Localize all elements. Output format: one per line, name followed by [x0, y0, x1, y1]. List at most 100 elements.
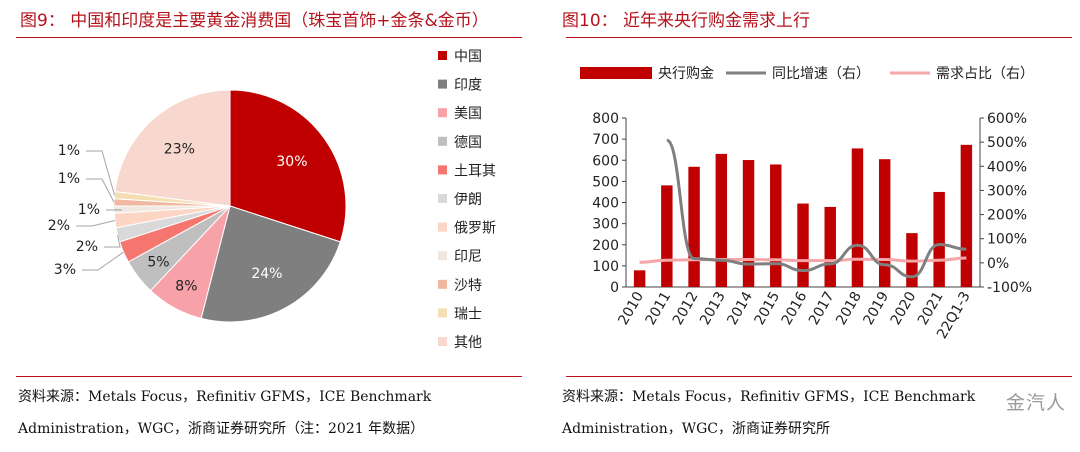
legend-swatch — [438, 165, 447, 175]
x-tick-label: 2019 — [860, 289, 892, 328]
pie-slice-label: 3% — [54, 262, 76, 278]
legend-label: 印度 — [454, 78, 482, 94]
pie-slice-label: 8% — [175, 278, 197, 294]
left-y-tick-label: 700 — [592, 132, 619, 148]
legend-label: 其他 — [454, 335, 482, 351]
left-source-rule — [16, 376, 522, 377]
bar — [633, 270, 646, 287]
left-y-tick-label: 600 — [592, 153, 619, 169]
x-tick-label: 2010 — [615, 289, 647, 328]
left-y-tick-label: 100 — [592, 259, 619, 275]
right-figure-panel: 图10： 近年来央行购金需求上行 0 100 200 300 400 500 600 700 8… — [550, 0, 1080, 452]
pie-leader-line — [86, 150, 115, 196]
x-tick-label: 2013 — [697, 289, 729, 328]
bar — [878, 159, 891, 287]
pie-leader-line — [82, 251, 124, 271]
right-source-line-1: 资料来源：Metals Focus，Refinitiv GFMS，ICE Ben… — [562, 389, 976, 405]
right-y-tick-label: 300% — [987, 183, 1027, 199]
right-y-tick-label: 100% — [987, 232, 1027, 248]
right-source-line-2: Administration，WGC，浙商证券研究所 — [562, 421, 831, 437]
legend-swatch — [438, 279, 447, 289]
right-title-rule — [566, 37, 1072, 38]
right-y-tick-label: -100% — [987, 280, 1032, 296]
pie-slice — [114, 89, 231, 207]
pie-slice-label: 1% — [58, 143, 80, 159]
bar — [960, 144, 973, 287]
x-tick-label: 2014 — [724, 289, 756, 328]
right-y-tick-label: 0% — [987, 256, 1009, 272]
pie-slice-label: 2% — [48, 218, 70, 234]
watermark-logo: 金汽人 — [1005, 392, 1066, 414]
x-tick-label: 2020 — [888, 289, 920, 328]
left-source-line-2: Administration，WGC，浙商证券研究所（注：2021 年数据） — [18, 421, 425, 437]
left-source-line-1: 资料来源：Metals Focus，Refinitiv GFMS，ICE Ben… — [18, 389, 432, 405]
legend-swatch — [438, 51, 447, 60]
legend-swatch — [438, 194, 447, 203]
left-figure-title: 图9： 中国和印度是主要黄金消费国（珠宝首饰+金条&金币） — [20, 11, 489, 31]
pie-leader-line — [76, 220, 116, 227]
legend-swatch — [438, 251, 447, 261]
legend-label: 瑞士 — [454, 306, 482, 322]
bar — [770, 164, 782, 287]
pie-slice-label: 1% — [58, 171, 80, 187]
legend-swatch — [438, 108, 447, 118]
pie-slice-label: 2% — [76, 239, 98, 255]
right-figure-title: 图10： 近年来央行购金需求上行 — [562, 11, 811, 31]
bar — [824, 206, 836, 287]
legend-swatch — [438, 222, 447, 232]
pie-slice-label: 1% — [78, 202, 100, 218]
bar — [933, 191, 945, 287]
legend-label: 同比增速（右） — [772, 66, 870, 82]
right-y-tick-label: 500% — [987, 135, 1027, 151]
right-y-tick-label: 600% — [987, 111, 1027, 127]
x-tick-label: 2015 — [752, 289, 784, 328]
combo-bar-line-chart: 0 100 200 300 400 500 600 700 800 -100% 0% 100% 200%… — [580, 66, 1034, 342]
pie-slice — [200, 205, 341, 323]
legend-swatch — [438, 308, 447, 318]
x-tick-label: 2018 — [833, 289, 865, 328]
bar — [661, 185, 673, 287]
right-y-tick-label: 400% — [987, 159, 1027, 175]
legend-swatch — [438, 79, 447, 89]
x-tick-label: 2016 — [779, 289, 811, 328]
left-title-rule — [16, 37, 522, 38]
legend-swatch — [438, 136, 447, 146]
legend-label: 沙特 — [454, 278, 482, 294]
legend-label: 德国 — [454, 135, 482, 151]
legend-swatch — [438, 337, 447, 346]
pie-slice — [229, 89, 347, 243]
left-y-tick-label: 500 — [592, 174, 619, 190]
x-tick-label: 2011 — [643, 289, 675, 328]
pie-slice-label: 5% — [147, 254, 169, 270]
legend-label: 中国 — [454, 49, 482, 65]
bar — [742, 160, 755, 287]
right-source-rule — [566, 376, 1072, 377]
bar — [715, 153, 728, 287]
pie-leader-line — [104, 234, 121, 248]
legend-label: 伊朗 — [454, 192, 482, 208]
left-figure-panel: 图9： 中国和印度是主要黄金消费国（珠宝首饰+金条&金币） 30% 24% 8% 5%… — [0, 0, 530, 452]
legend-label: 印尼 — [454, 249, 482, 265]
legend-label: 需求占比（右） — [936, 66, 1034, 82]
right-y-tick-label: 200% — [987, 208, 1027, 224]
legend-label: 土耳其 — [454, 163, 496, 179]
left-y-tick-label: 400 — [592, 196, 619, 212]
pie-chart: 30%24%8%5%23%1%1%1%2%2%3%中国印度美国德国土耳其伊朗俄罗… — [48, 49, 496, 351]
legend-label: 俄罗斯 — [454, 221, 496, 237]
bar — [851, 148, 864, 287]
left-y-tick-label: 300 — [592, 217, 619, 233]
left-y-tick-label: 800 — [592, 111, 619, 127]
pie-slice-label: 24% — [251, 266, 282, 282]
x-tick-label: 2012 — [670, 289, 702, 328]
bar — [797, 203, 809, 287]
left-y-tick-label: 200 — [592, 238, 619, 254]
legend-swatch — [580, 67, 652, 79]
bar — [688, 166, 700, 287]
x-tick-label: 2017 — [806, 289, 838, 328]
legend-label: 美国 — [454, 106, 482, 122]
yoy-growth-line — [666, 138, 967, 279]
pie-slice-label: 23% — [164, 142, 195, 158]
legend-label: 央行购金 — [658, 66, 714, 82]
pie-slice-label: 30% — [276, 154, 307, 170]
pie-leader-line — [86, 178, 115, 203]
